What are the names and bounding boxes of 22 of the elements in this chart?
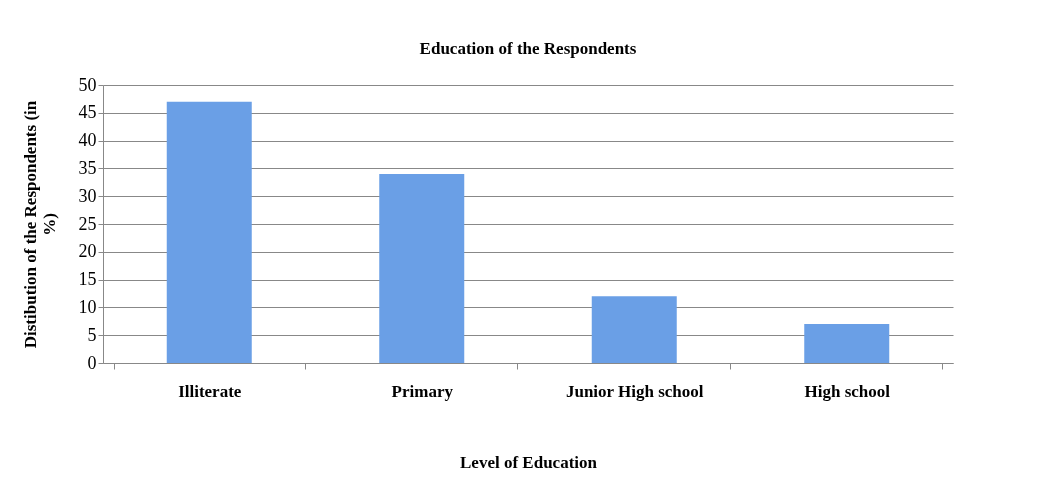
- y-tick-label: 25: [78, 213, 97, 234]
- bar: [379, 173, 465, 363]
- y-axis-title: Distibution of the Respondents (in %): [20, 100, 59, 349]
- chart-title: Education of the Respondents: [419, 39, 637, 58]
- y-tick-label: 20: [78, 241, 97, 262]
- y-tick-label: 0: [87, 352, 97, 373]
- x-axis-title: Level of Education: [460, 452, 598, 472]
- bar: [591, 296, 677, 363]
- bar: [166, 101, 252, 363]
- y-tick-label: 45: [78, 102, 97, 123]
- x-tick-label: High school: [804, 381, 891, 401]
- y-tick-label: 50: [78, 74, 97, 95]
- y-tick-label: 15: [78, 269, 97, 290]
- y-tick-label: 10: [78, 296, 97, 317]
- y-tick-label: 35: [78, 157, 97, 178]
- y-tick-label: 30: [78, 185, 97, 206]
- bar: [804, 324, 890, 363]
- x-tick-label: Junior High school: [565, 381, 704, 401]
- x-tick-label: Illiterate: [178, 381, 242, 401]
- x-tick-label: Primary: [391, 381, 454, 401]
- y-tick-label: 40: [78, 130, 97, 151]
- y-tick-label: 5: [87, 324, 97, 345]
